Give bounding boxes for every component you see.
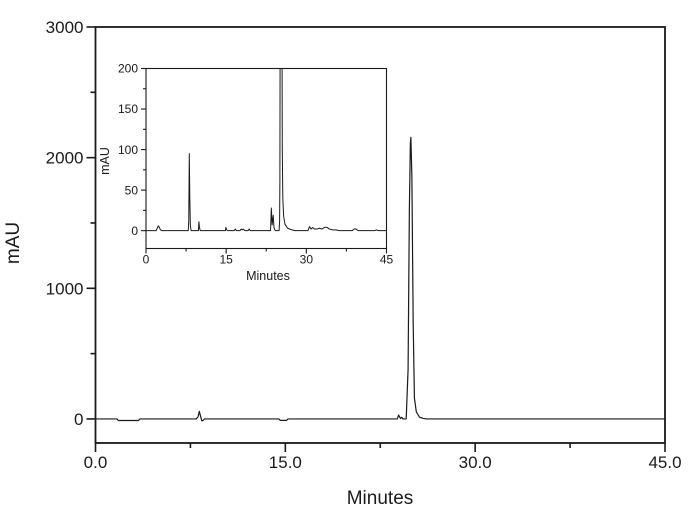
inset-x-tick-label: 0 bbox=[143, 253, 150, 267]
main-trace bbox=[95, 136, 665, 422]
inset-y-tick-label: 150 bbox=[118, 102, 138, 116]
inset-y-tick-label: 50 bbox=[125, 183, 139, 197]
main-y-tick-label: 2000 bbox=[46, 149, 84, 168]
inset-frame bbox=[145, 67, 388, 250]
inset-y-axis-title: mAU bbox=[98, 147, 112, 175]
main-y-tick-label: 3000 bbox=[46, 18, 84, 37]
main-y-tick-label: 1000 bbox=[46, 279, 84, 298]
main-x-axis-title: Minutes bbox=[347, 488, 414, 509]
main-y-axis-title: mAU bbox=[3, 222, 24, 264]
inset-chart: 0 15 30 45 0 50 100 150 200 Minutes mAU bbox=[98, 62, 394, 283]
main-x-tick-label: 0.0 bbox=[84, 453, 108, 472]
inset-trace bbox=[146, 68, 387, 232]
inset-x-tick-label: 15 bbox=[219, 253, 233, 267]
main-x-tick-label: 45.0 bbox=[648, 453, 681, 472]
main-x-tick-label: 30.0 bbox=[459, 453, 492, 472]
inset-x-tick-label: 45 bbox=[380, 253, 394, 267]
main-y-tick-label: 0 bbox=[74, 410, 83, 429]
main-x-tick-label: 15.0 bbox=[269, 453, 302, 472]
inset-y-tick-label: 100 bbox=[118, 143, 138, 157]
inset-y-tick-label: 0 bbox=[131, 224, 138, 238]
inset-y-tick-label: 200 bbox=[118, 62, 138, 76]
main-frame bbox=[94, 26, 666, 444]
inset-x-axis-title: Minutes bbox=[246, 269, 290, 283]
inset-x-tick-label: 30 bbox=[300, 253, 314, 267]
